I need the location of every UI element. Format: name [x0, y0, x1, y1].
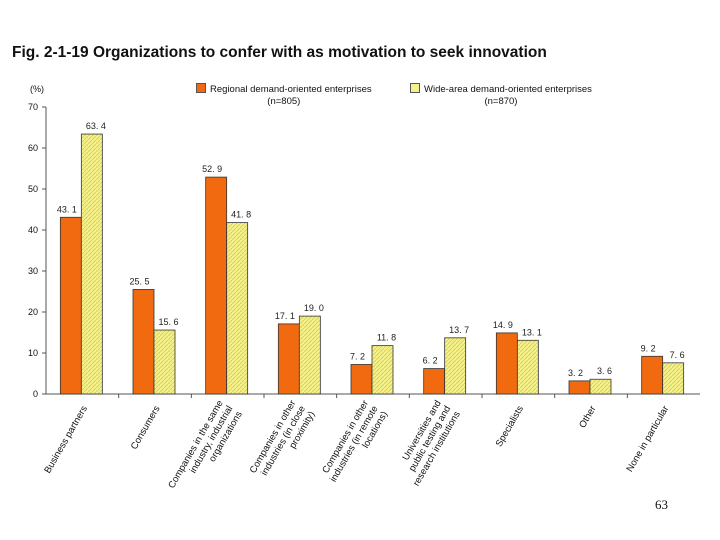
legend-n-wide: (n=870)	[484, 96, 518, 107]
legend-label-regional: Regional demand-oriented enterprises	[210, 84, 372, 95]
y-tick-label: 0	[33, 389, 38, 399]
value-label-wide-area: 3. 6	[597, 366, 612, 376]
value-label-regional: 25. 5	[129, 276, 149, 286]
value-label-regional: 6. 2	[423, 356, 438, 366]
x-tick-label: Universities andpublic testing andresear…	[392, 398, 463, 488]
y-axis-label: (%)	[30, 84, 44, 94]
x-tick-label: Companies in the sameindustry, industria…	[166, 398, 245, 501]
bar-wide-area	[371, 345, 394, 395]
y-tick-label: 10	[28, 348, 38, 358]
value-label-wide-area: 7. 6	[670, 350, 685, 360]
value-label-regional: 43. 1	[57, 204, 77, 214]
value-label-wide-area: 11. 8	[377, 333, 396, 343]
bar-regional	[277, 323, 300, 395]
y-tick-label: 70	[28, 102, 38, 112]
bar-wide-area	[80, 133, 103, 395]
y-tick-label: 40	[28, 225, 38, 235]
bar-regional	[350, 364, 373, 395]
x-tick-label: Companies in otherindustries (in closepr…	[248, 399, 318, 487]
y-ticks: 0 10 20 30 40 50 60 70	[28, 102, 46, 399]
value-label-wide-area: 13. 7	[449, 325, 469, 335]
value-label-wide-area: 13. 1	[522, 327, 542, 337]
x-tick-label-line: Other	[577, 404, 598, 430]
bar-regional	[205, 176, 228, 395]
x-tick-label: None in particular	[625, 404, 672, 474]
page-number: 63	[655, 497, 668, 512]
legend-regional: Regional demand-oriented enterprises (n=…	[196, 83, 372, 108]
bar-wide-area	[444, 337, 467, 395]
bar-regional	[495, 332, 518, 395]
x-tick-label-line: Specialists	[494, 404, 526, 449]
bar-wide-area	[298, 315, 321, 395]
legend-wide: Wide-area demand-oriented enterprises (n…	[410, 83, 592, 108]
value-label-regional: 52. 9	[202, 164, 222, 174]
x-tick-label: Consumers	[129, 404, 163, 452]
value-label-regional: 3. 2	[568, 368, 583, 378]
legend-swatch-regional	[196, 83, 206, 93]
x-tick-label: Companies in otherindustries (in remotel…	[319, 399, 391, 490]
value-label-wide-area: 15. 6	[158, 317, 178, 327]
bar-regional	[568, 380, 591, 395]
bar-wide-area	[662, 362, 685, 395]
bar-wide-area	[589, 378, 612, 395]
x-tick-label-line: Business partners	[42, 404, 90, 476]
x-tick-label: Business partners	[42, 404, 90, 476]
x-tick-label-line: Consumers	[129, 404, 163, 452]
bar-wide-area	[153, 329, 176, 395]
value-labels: 43. 1 63. 4 25. 5 15. 6 52. 9 41. 8 17. 1 19. 0…	[57, 121, 685, 378]
value-label-regional: 14. 9	[493, 320, 513, 330]
value-label-wide-area: 63. 4	[86, 121, 106, 131]
legend-n-regional: (n=805)	[267, 96, 301, 107]
bar-regional	[59, 216, 82, 395]
legend-label-wide: Wide-area demand-oriented enterprises	[424, 84, 592, 95]
x-tick-label-line: None in particular	[625, 404, 672, 474]
bar-wide-area	[226, 222, 249, 395]
value-label-regional: 7. 2	[350, 351, 365, 361]
y-tick-label: 50	[28, 184, 38, 194]
legend-swatch-wide	[410, 83, 420, 93]
bar-regional	[423, 368, 446, 395]
y-tick-label: 30	[28, 266, 38, 276]
x-tick-label: Other	[577, 404, 598, 430]
bar-regional	[641, 355, 664, 395]
y-tick-label: 60	[28, 143, 38, 153]
bars	[59, 133, 685, 395]
value-label-regional: 9. 2	[641, 343, 656, 353]
y-tick-label: 20	[28, 307, 38, 317]
value-label-wide-area: 19. 0	[304, 303, 324, 313]
value-label-wide-area: 41. 8	[231, 210, 251, 220]
x-tick-label: Specialists	[494, 404, 526, 449]
figure-title: Fig. 2-1-19 Organizations to confer with…	[12, 44, 547, 61]
bar-regional	[132, 289, 155, 395]
value-label-regional: 17. 1	[275, 311, 295, 321]
x-tick-labels: Business partners Consumers Companies in t…	[42, 398, 672, 501]
bar-wide-area	[516, 339, 539, 395]
